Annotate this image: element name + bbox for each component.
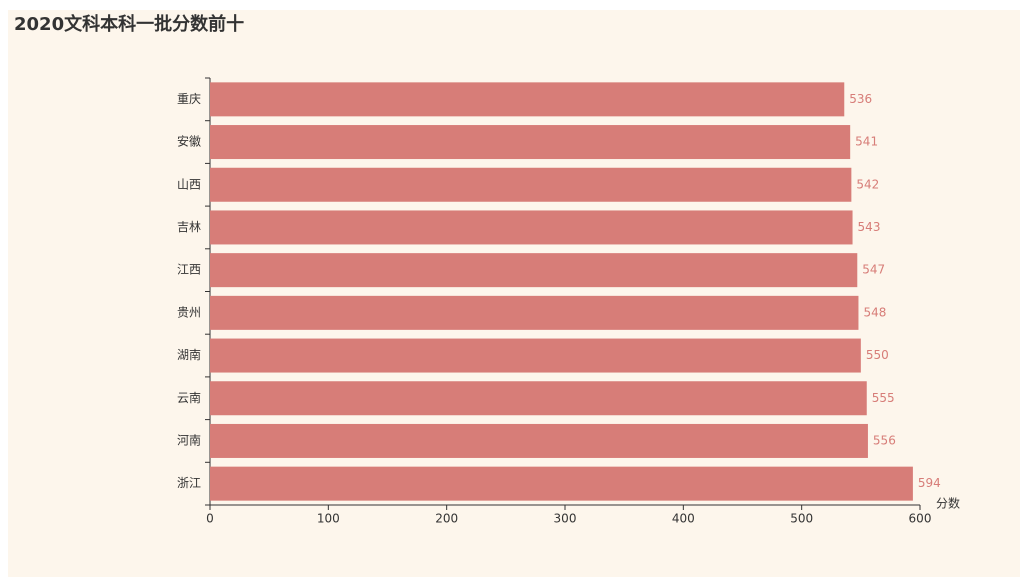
- bar: [210, 253, 858, 288]
- x-tick-label: 200: [435, 512, 458, 526]
- bar: [210, 210, 853, 245]
- y-tick-label: 浙江: [177, 476, 201, 490]
- y-tick-label: 吉林: [177, 220, 201, 234]
- y-tick-label: 山西: [177, 177, 201, 191]
- value-label: 542: [856, 177, 879, 191]
- value-label: 555: [872, 391, 895, 405]
- y-tick-label: 安徽: [177, 134, 201, 149]
- value-label: 550: [866, 348, 889, 362]
- value-label: 547: [862, 263, 885, 277]
- x-tick-label: 300: [554, 512, 577, 526]
- bar: [210, 167, 852, 202]
- value-label: 548: [863, 305, 886, 319]
- value-label: 556: [873, 433, 896, 447]
- value-label: 536: [849, 92, 872, 106]
- chart-title: 2020文科本科一批分数前十: [14, 13, 244, 35]
- bar: [210, 82, 845, 117]
- x-axis-label: 分数: [936, 496, 960, 511]
- y-tick-label: 江西: [177, 263, 201, 277]
- bar: [210, 338, 861, 373]
- y-tick-label: 贵州: [177, 305, 201, 319]
- bar: [210, 466, 913, 501]
- y-tick-label: 湖南: [177, 347, 201, 362]
- y-tick-label: 重庆: [177, 92, 201, 106]
- bar: [210, 125, 851, 160]
- bar: [210, 295, 859, 330]
- bar: [210, 423, 868, 458]
- x-tick-label: 0: [206, 512, 214, 526]
- value-label: 541: [855, 135, 878, 149]
- x-tick-label: 400: [672, 512, 695, 526]
- x-tick-label: 100: [317, 512, 340, 526]
- value-label: 543: [858, 220, 881, 234]
- x-tick-label: 500: [790, 512, 813, 526]
- x-tick-label: 600: [909, 512, 932, 526]
- y-tick-label: 河南: [177, 432, 201, 447]
- y-tick-label: 云南: [177, 390, 201, 405]
- value-label: 594: [918, 476, 941, 490]
- bar: [210, 381, 867, 416]
